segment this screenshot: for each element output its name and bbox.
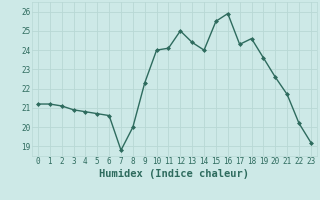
X-axis label: Humidex (Indice chaleur): Humidex (Indice chaleur) [100,169,249,179]
